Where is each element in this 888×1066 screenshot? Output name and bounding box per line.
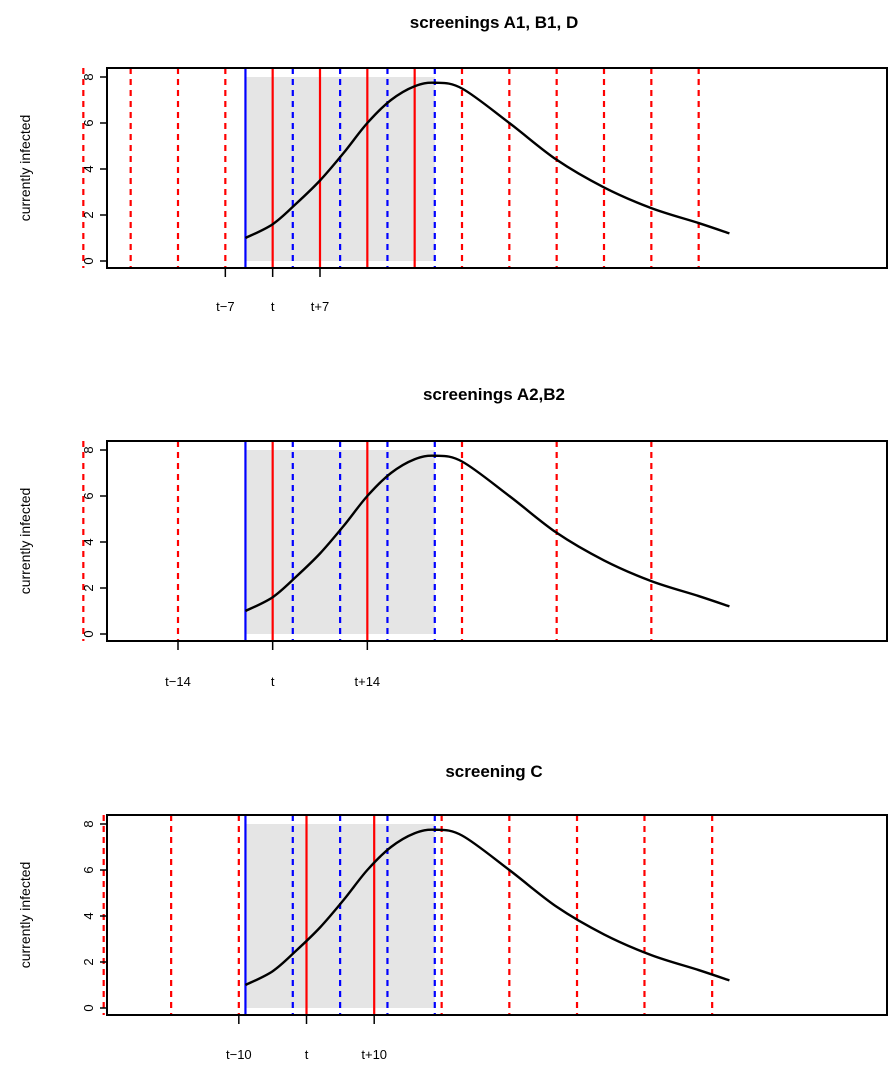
x-tick-label: t+14 (354, 674, 380, 689)
chart-title: screenings A1, B1, D (410, 13, 579, 32)
x-tick-label: t−10 (226, 1047, 252, 1062)
y-tick-label: 8 (81, 73, 96, 80)
y-axis-label: currently infected (17, 862, 33, 969)
y-tick-label: 4 (81, 165, 96, 172)
x-tick-label: t (271, 674, 275, 689)
x-tick-label: t (305, 1047, 309, 1062)
y-axis-label: currently infected (17, 488, 33, 595)
y-tick-label: 6 (81, 492, 96, 499)
panel-1: screenings A1, B1, D currently infected 0 2… (17, 13, 888, 314)
y-tick-label: 4 (81, 912, 96, 919)
y-tick-label: 8 (81, 446, 96, 453)
plot-frame (106, 814, 888, 1016)
y-axis-label: currently infected (17, 115, 33, 222)
x-tick-label: t+10 (361, 1047, 387, 1062)
y-tick-label: 8 (81, 820, 96, 827)
infection-curve (244, 828, 730, 987)
panel-3: screening C currently infected 0 2 4 6 8 t−10 t t… (17, 762, 888, 1062)
y-tick-label: 2 (81, 584, 96, 591)
y-tick-label: 0 (81, 630, 96, 637)
y-tick-label: 0 (81, 257, 96, 264)
infection-curve (244, 81, 730, 240)
y-tick-label: 6 (81, 119, 96, 126)
x-tick-label: t−14 (165, 674, 191, 689)
y-tick-label: 4 (81, 538, 96, 545)
panel-2: screenings A2,B2 currently infected 0 2 4 6 8 t… (17, 385, 888, 689)
plot-frame (106, 67, 888, 269)
infection-curve (244, 454, 730, 613)
y-tick-label: 0 (81, 1004, 96, 1011)
y-tick-label: 6 (81, 866, 96, 873)
y-tick-label: 2 (81, 958, 96, 965)
x-tick-label: t−7 (216, 299, 234, 314)
x-tick-label: t+7 (311, 299, 329, 314)
y-tick-label: 2 (81, 211, 96, 218)
plot-frame (106, 440, 888, 642)
x-tick-label: t (271, 299, 275, 314)
chart-title: screening C (445, 762, 542, 781)
chart-title: screenings A2,B2 (423, 385, 565, 404)
